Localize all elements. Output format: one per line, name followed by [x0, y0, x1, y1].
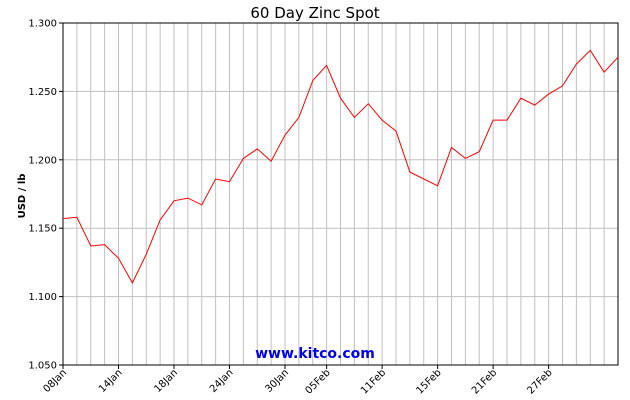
y-tick-label: 1.150 — [28, 224, 57, 235]
watermark-text: www.kitco.com — [255, 346, 375, 362]
x-tick-label: 15Feb — [414, 367, 443, 396]
y-axis-ticks: 1.050 1.100 1.150 1.200 1.250 1.300 — [28, 19, 63, 372]
x-tick-label: 11Feb — [359, 367, 388, 396]
x-tick-label: 21Feb — [470, 367, 499, 396]
y-axis-label: USD / lb — [17, 174, 28, 219]
x-tick-label: 27Feb — [525, 367, 554, 396]
x-tick-label: 24Jan — [208, 367, 236, 395]
chart-title: 60 Day Zinc Spot — [250, 4, 379, 22]
x-tick-label: 18Jan — [152, 367, 180, 395]
grid-lines — [62, 22, 619, 366]
x-tick-label: 30Jan — [263, 367, 291, 395]
y-tick-label: 1.250 — [28, 87, 57, 98]
plot-area — [62, 22, 619, 366]
y-tick-label: 1.100 — [28, 292, 57, 303]
x-tick-label: 05Feb — [303, 367, 332, 396]
zinc-price-line — [62, 49, 619, 284]
x-axis-ticks: 08Jan 14Jan 18Jan 24Jan 30Jan 05Feb 11Feb 15Feb… — [41, 365, 555, 397]
x-tick-label: 14Jan — [97, 367, 125, 395]
y-tick-label: 1.200 — [28, 155, 57, 166]
y-tick-label: 1.300 — [28, 19, 57, 30]
y-tick-label: 1.050 — [28, 361, 57, 372]
